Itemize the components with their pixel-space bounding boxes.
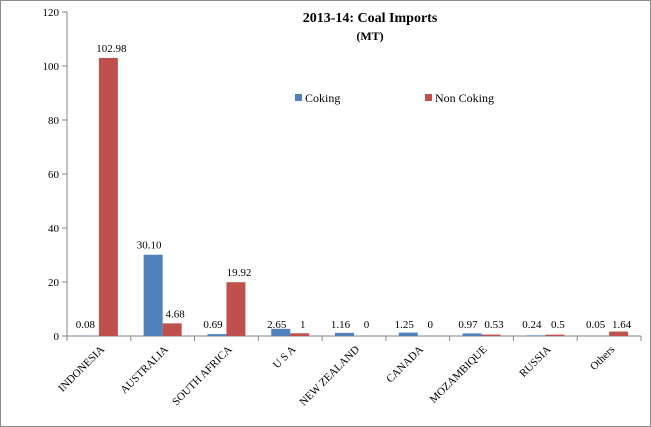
bar-coking-u-s-a xyxy=(271,328,291,336)
data-label-non-coking-canada: 0 xyxy=(428,319,434,331)
bar-non-coking-u-s-a xyxy=(290,333,310,336)
data-label-non-coking-russia: 0.5 xyxy=(551,319,565,331)
data-label-coking-australia: 30.10 xyxy=(137,240,162,252)
bar-non-coking-south-africa xyxy=(226,282,246,336)
bar-coking-canada xyxy=(398,332,418,336)
data-label-non-coking-new-zealand: 0 xyxy=(364,319,370,331)
y-axis: 0 20 40 60 80 100 120 xyxy=(43,7,68,343)
chart-subtitle: (MT) xyxy=(356,29,383,43)
legend: Coking Non Coking xyxy=(295,91,494,105)
bar-coking-australia xyxy=(143,254,163,336)
data-label-coking-russia: 0.24 xyxy=(522,319,542,331)
data-label-coking-u-s-a: 2.65 xyxy=(267,319,287,331)
x-tick-label: INDONESIA xyxy=(56,344,107,395)
legend-swatch-non-coking xyxy=(425,94,432,101)
x-tick-label: Others xyxy=(588,344,617,373)
data-label-non-coking-others: 1.64 xyxy=(612,319,632,331)
x-tick-label: RUSSIA xyxy=(517,344,553,380)
x-tick-label: SOUTH AFRICA xyxy=(170,344,234,408)
bar-non-coking-australia xyxy=(162,323,182,336)
bar-coking-south-africa xyxy=(207,334,227,336)
bar-coking-russia xyxy=(526,335,546,336)
y-tick-label: 120 xyxy=(43,7,60,19)
data-label-coking-new-zealand: 1.16 xyxy=(331,319,351,331)
bar-non-coking-indonesia xyxy=(98,57,118,336)
x-tick-label: U S A xyxy=(271,344,299,372)
data-label-non-coking-u-s-a: 1 xyxy=(300,319,306,331)
y-tick-label: 0 xyxy=(54,331,60,343)
data-label-coking-canada: 1.25 xyxy=(395,319,415,331)
data-label-non-coking-south-africa: 19.92 xyxy=(227,267,252,279)
y-tick-label: 40 xyxy=(48,223,60,235)
x-tick-label: CANADA xyxy=(384,344,426,386)
legend-label-coking: Coking xyxy=(305,91,340,105)
data-labels: 0.08 30.10 0.69 2.65 1.16 1.25 0.97 0.24 0.05 102… xyxy=(76,43,632,331)
chart-title: 2013-14: Coal Imports xyxy=(303,11,438,26)
data-label-coking-mozambique: 0.97 xyxy=(458,319,478,331)
data-label-non-coking-mozambique: 0.53 xyxy=(484,319,504,331)
data-label-non-coking-australia: 4.68 xyxy=(166,308,186,320)
legend-label-non-coking: Non Coking xyxy=(435,91,494,105)
bars xyxy=(79,57,629,336)
data-label-coking-south-africa: 0.69 xyxy=(203,319,223,331)
bar-non-coking-mozambique xyxy=(481,334,501,336)
x-tick-label: AUSTRALIA xyxy=(118,344,171,397)
y-tick-label: 60 xyxy=(48,169,60,181)
x-axis: INDONESIA AUSTRALIA SOUTH AFRICA U S A NEW Z… xyxy=(56,335,642,409)
bar-non-coking-russia xyxy=(545,334,565,336)
y-tick-label: 100 xyxy=(43,61,60,73)
bar-coking-new-zealand xyxy=(335,332,354,336)
bar-non-coking-others xyxy=(609,331,629,336)
y-tick-label: 20 xyxy=(48,277,60,289)
legend-swatch-coking xyxy=(295,94,302,101)
bar-coking-mozambique xyxy=(462,333,482,336)
x-tick-label: MOZAMBIQUE xyxy=(428,343,490,405)
y-tick-label: 80 xyxy=(48,115,60,127)
x-tick-label: NEW ZEALAND xyxy=(297,344,362,409)
data-label-coking-others: 0.05 xyxy=(586,319,606,331)
data-label-non-coking-indonesia: 102.98 xyxy=(96,43,127,55)
data-label-coking-indonesia: 0.08 xyxy=(76,319,96,331)
